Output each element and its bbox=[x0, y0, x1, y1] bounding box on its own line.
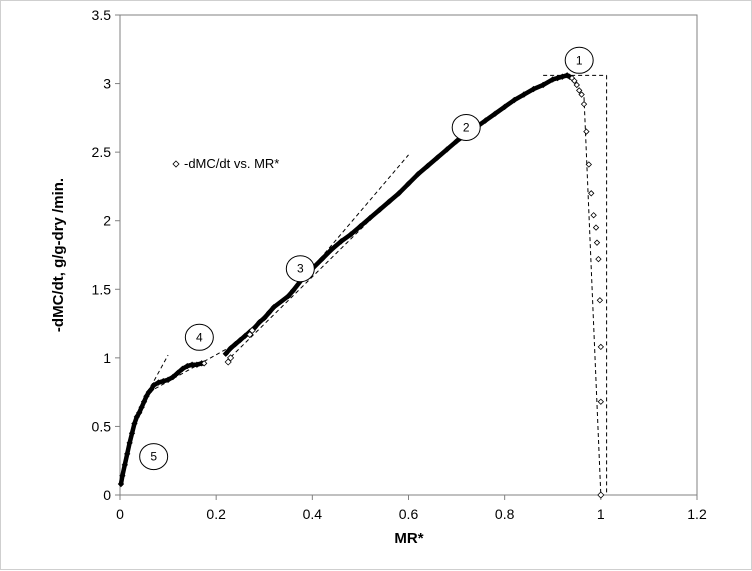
data-point bbox=[597, 343, 604, 351]
dense-point-segment bbox=[319, 247, 334, 262]
region-marker-circle bbox=[451, 113, 481, 141]
x-tick-label: 0.2 bbox=[206, 506, 226, 522]
data-point bbox=[578, 91, 585, 98]
data-point bbox=[576, 87, 583, 94]
x-tick-label: 1 bbox=[597, 506, 605, 522]
region-marker-label: 5 bbox=[150, 450, 157, 464]
y-tick-label: 2.5 bbox=[92, 144, 112, 160]
legend-marker bbox=[172, 160, 180, 168]
y-tick-label: 3 bbox=[103, 76, 111, 92]
data-point bbox=[596, 297, 604, 304]
y-tick-label: 1.5 bbox=[92, 281, 112, 297]
x-tick-label: 0 bbox=[116, 506, 124, 522]
data-point bbox=[588, 190, 595, 197]
data-point bbox=[592, 224, 600, 231]
data-point bbox=[248, 326, 256, 334]
legend: -dMC/dt vs. MR* bbox=[172, 156, 279, 171]
region-marker-label: 2 bbox=[463, 120, 470, 134]
region-marker-label: 4 bbox=[196, 330, 203, 344]
plot-area bbox=[119, 14, 698, 496]
region-marker-label: 3 bbox=[297, 262, 304, 276]
x-tick-label: 1.2 bbox=[687, 506, 707, 522]
data-point bbox=[585, 161, 592, 168]
region-marker-circle bbox=[564, 46, 594, 74]
y-tick-label: 0.5 bbox=[92, 418, 112, 434]
y-tick-label: 2 bbox=[103, 213, 111, 229]
data-point bbox=[590, 212, 597, 219]
region-marker-circle bbox=[184, 323, 214, 351]
x-tick-label: 0.8 bbox=[495, 506, 515, 522]
x-axis-title: MR* bbox=[394, 530, 423, 547]
legend-label: -dMC/dt vs. MR* bbox=[184, 156, 279, 171]
x-tick-label: 0.6 bbox=[399, 506, 419, 522]
dashed-guide-line bbox=[583, 97, 602, 496]
data-point bbox=[593, 239, 601, 246]
data-point bbox=[200, 360, 208, 367]
region-marker-label: 1 bbox=[576, 53, 583, 67]
data-point bbox=[227, 354, 235, 362]
data-point bbox=[580, 100, 588, 108]
y-tick-label: 1 bbox=[103, 350, 111, 366]
dense-point-segment bbox=[396, 181, 411, 196]
data-point bbox=[583, 128, 590, 135]
dense-point-segment bbox=[271, 293, 291, 310]
y-tick-label: 3.5 bbox=[92, 7, 112, 23]
data-point bbox=[597, 491, 605, 499]
data-point bbox=[597, 398, 604, 405]
dense-point-segment bbox=[406, 171, 421, 186]
y-axis-title: -dMC/dt, g/g-dry /min. bbox=[50, 178, 67, 332]
region-marker-circle bbox=[139, 443, 169, 471]
y-tick-label: 0 bbox=[103, 487, 111, 503]
region-marker-circle bbox=[285, 255, 315, 283]
data-point bbox=[595, 255, 602, 263]
x-tick-label: 0.4 bbox=[303, 506, 323, 522]
data-point bbox=[571, 77, 578, 84]
data-point bbox=[573, 81, 580, 89]
